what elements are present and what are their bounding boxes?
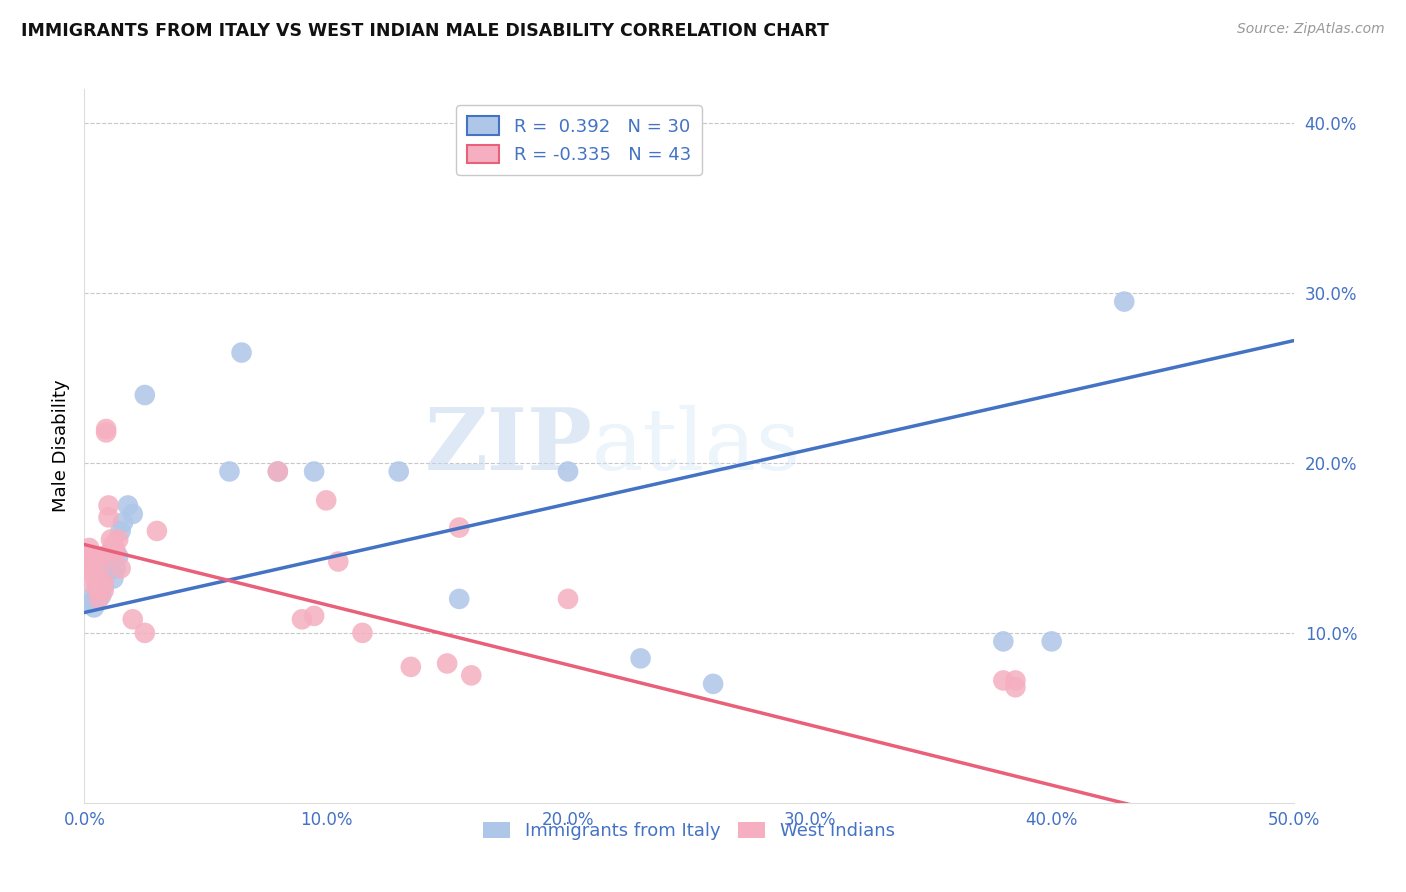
Point (267, 465, 290, 479)
Point (302, 465, 325, 479)
Point (94, 566, 117, 581)
Point (93, 574, 115, 589)
Y-axis label: Male Disability: Male Disability (52, 380, 70, 512)
Legend: Immigrants from Italy, West Indians: Immigrants from Italy, West Indians (475, 814, 903, 847)
Point (218, 465, 240, 479)
Point (436, 657, 458, 671)
Point (90, 558, 112, 572)
Text: ZIP: ZIP (425, 404, 592, 488)
Point (557, 465, 579, 479)
Point (557, 591, 579, 606)
Point (107, 549, 129, 564)
Point (993, 634, 1015, 648)
Point (449, 591, 471, 606)
Point (146, 524, 169, 538)
Point (110, 524, 132, 538)
Point (100, 544, 122, 558)
Point (77, 591, 100, 606)
Point (399, 660, 422, 674)
Point (103, 537, 125, 551)
Point (1004, 680, 1026, 694)
Point (90, 549, 112, 564)
Point (87, 591, 110, 606)
Point (83, 600, 105, 615)
Point (460, 668, 482, 682)
Point (90, 574, 112, 589)
Point (86, 549, 108, 564)
Point (110, 561, 132, 575)
Text: IMMIGRANTS FROM ITALY VS WEST INDIAN MALE DISABILITY CORRELATION CHART: IMMIGRANTS FROM ITALY VS WEST INDIAN MAL… (21, 22, 830, 40)
Point (112, 516, 135, 530)
Point (121, 507, 143, 521)
Point (291, 612, 314, 626)
Point (90, 589, 112, 603)
Point (702, 677, 724, 691)
Point (97, 510, 120, 524)
Point (134, 388, 156, 402)
Point (388, 465, 411, 479)
Point (100, 544, 122, 558)
Point (80, 558, 103, 572)
Point (83, 549, 105, 564)
Point (352, 626, 374, 640)
Point (231, 345, 253, 359)
Point (630, 651, 652, 665)
Point (77, 541, 100, 555)
Point (267, 465, 290, 479)
Point (302, 608, 325, 623)
Text: Source: ZipAtlas.com: Source: ZipAtlas.com (1237, 22, 1385, 37)
Point (328, 555, 350, 569)
Point (993, 673, 1015, 688)
Point (80, 566, 103, 581)
Point (86, 583, 108, 598)
Point (94, 422, 117, 436)
Point (93, 583, 115, 598)
Point (97, 558, 120, 572)
Point (315, 493, 337, 508)
Point (1040, 634, 1063, 648)
Text: atlas: atlas (592, 404, 801, 488)
Point (93, 578, 115, 592)
Point (80, 595, 103, 609)
Point (83, 578, 105, 592)
Point (77, 549, 100, 564)
Point (107, 533, 129, 547)
Point (134, 626, 156, 640)
Point (104, 544, 127, 558)
Point (1114, 294, 1136, 309)
Point (103, 572, 125, 586)
Point (100, 533, 122, 547)
Point (117, 499, 139, 513)
Point (86, 574, 108, 589)
Point (449, 520, 471, 534)
Point (104, 561, 127, 575)
Point (76, 561, 98, 575)
Point (94, 425, 117, 440)
Point (87, 574, 110, 589)
Point (97, 499, 120, 513)
Point (121, 612, 143, 626)
Point (1004, 673, 1026, 688)
Point (87, 583, 110, 598)
